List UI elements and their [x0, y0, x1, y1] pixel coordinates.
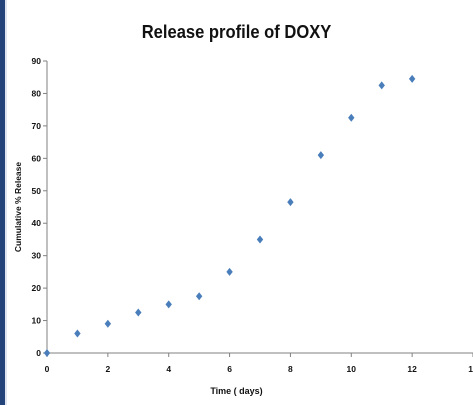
y-tick-label: 30 — [32, 251, 42, 261]
data-point — [135, 308, 142, 317]
data-point — [317, 151, 325, 160]
y-tick-label: 50 — [32, 186, 42, 196]
x-tick-label: 6 — [227, 364, 232, 374]
x-tick-label: 12 — [407, 364, 417, 374]
tick-labels: 0 10 20 30 40 50 60 70 80 90 0 2 4 6 8 10 12 14 — [32, 56, 473, 374]
page-border-left — [0, 0, 7, 405]
y-tick-label: 90 — [32, 56, 42, 66]
data-point — [226, 267, 233, 276]
data-point — [287, 198, 294, 207]
y-tick-label: 10 — [32, 316, 42, 326]
chart-title: Release profile of DOXY — [141, 22, 332, 42]
y-tick-label: 70 — [32, 121, 42, 131]
y-tick-label: 20 — [32, 283, 42, 293]
y-tick-label: 80 — [32, 88, 42, 98]
y-axis-title: Cumulative % Release — [13, 161, 23, 253]
data-point — [348, 113, 355, 122]
data-point — [165, 300, 172, 309]
x-tick-label: 10 — [347, 364, 357, 374]
x-tick-label: 8 — [288, 364, 293, 374]
data-point — [195, 292, 203, 301]
x-tick-label: 0 — [45, 364, 50, 374]
y-tick-label: 60 — [32, 153, 42, 163]
data-points — [43, 74, 416, 357]
x-tick-label: 14 — [468, 364, 473, 374]
page-border-left-inner — [5, 0, 7, 405]
data-point — [256, 235, 264, 244]
y-tick-label: 0 — [36, 348, 41, 358]
x-tick-label: 2 — [105, 364, 110, 374]
x-tick-label: 4 — [166, 364, 171, 374]
data-point — [378, 81, 385, 90]
x-axis-title: Time ( days) — [210, 386, 263, 396]
data-point — [43, 349, 51, 357]
y-tick-label: 40 — [32, 218, 42, 228]
plot-axes — [43, 60, 473, 357]
data-point — [104, 319, 112, 328]
data-point — [408, 74, 416, 83]
data-point — [74, 329, 81, 338]
